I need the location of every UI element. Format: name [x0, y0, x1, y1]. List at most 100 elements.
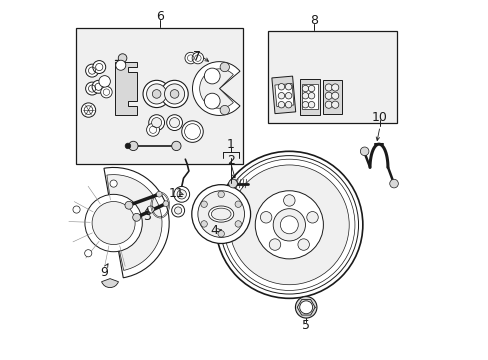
Text: 4: 4: [210, 224, 218, 238]
Text: 9: 9: [101, 266, 108, 279]
Circle shape: [161, 80, 188, 108]
Circle shape: [235, 221, 241, 227]
Circle shape: [128, 141, 138, 150]
Circle shape: [308, 93, 314, 99]
Circle shape: [260, 212, 271, 223]
Circle shape: [174, 207, 182, 214]
Circle shape: [278, 84, 284, 90]
Circle shape: [93, 60, 105, 73]
Circle shape: [215, 151, 362, 298]
Circle shape: [81, 103, 96, 117]
Bar: [76, 28, 242, 164]
Circle shape: [85, 82, 99, 95]
Circle shape: [132, 213, 140, 221]
Circle shape: [146, 123, 159, 136]
Text: 10: 10: [371, 111, 387, 124]
Bar: [323, 80, 341, 114]
Circle shape: [228, 179, 237, 188]
Circle shape: [325, 92, 332, 99]
Circle shape: [85, 194, 142, 252]
Circle shape: [110, 180, 117, 187]
Circle shape: [302, 102, 308, 108]
Circle shape: [325, 101, 332, 108]
Ellipse shape: [211, 208, 230, 220]
Text: 2: 2: [226, 154, 234, 167]
Circle shape: [306, 212, 318, 223]
Circle shape: [269, 239, 280, 250]
Ellipse shape: [208, 206, 233, 222]
Wedge shape: [192, 62, 240, 116]
Text: 8: 8: [310, 14, 318, 27]
Circle shape: [229, 165, 348, 285]
Bar: [271, 76, 295, 114]
Circle shape: [285, 102, 291, 108]
Circle shape: [116, 60, 125, 70]
Circle shape: [99, 76, 110, 87]
Circle shape: [299, 301, 312, 314]
Circle shape: [325, 84, 332, 91]
Circle shape: [331, 92, 338, 99]
Circle shape: [295, 297, 316, 318]
Circle shape: [85, 64, 99, 77]
Circle shape: [235, 201, 241, 207]
Circle shape: [92, 80, 105, 93]
Circle shape: [273, 209, 305, 241]
Circle shape: [146, 84, 166, 104]
Circle shape: [164, 84, 184, 104]
Bar: [300, 79, 319, 115]
Circle shape: [201, 221, 207, 227]
Circle shape: [73, 206, 80, 213]
Wedge shape: [104, 167, 169, 278]
Circle shape: [220, 105, 229, 115]
Circle shape: [169, 118, 179, 128]
Circle shape: [331, 101, 338, 108]
Wedge shape: [102, 279, 118, 288]
Circle shape: [220, 62, 229, 72]
Circle shape: [177, 190, 186, 199]
Circle shape: [142, 80, 170, 108]
Circle shape: [170, 90, 179, 98]
Circle shape: [285, 84, 291, 90]
Circle shape: [297, 239, 309, 250]
Text: 7: 7: [193, 50, 201, 63]
Wedge shape: [199, 69, 233, 108]
Text: 1: 1: [226, 138, 234, 150]
Circle shape: [152, 90, 161, 98]
Text: 3: 3: [142, 210, 151, 223]
Bar: [267, 31, 396, 123]
Circle shape: [278, 93, 284, 99]
Circle shape: [184, 52, 196, 64]
Circle shape: [84, 250, 92, 257]
Circle shape: [118, 54, 126, 62]
Circle shape: [92, 202, 135, 244]
Circle shape: [302, 85, 308, 92]
Circle shape: [285, 93, 291, 99]
Circle shape: [166, 115, 182, 131]
Circle shape: [204, 93, 220, 109]
Bar: [274, 84, 293, 107]
Circle shape: [148, 115, 164, 131]
Circle shape: [101, 86, 112, 98]
Circle shape: [156, 191, 162, 197]
Circle shape: [308, 85, 314, 92]
Circle shape: [192, 52, 203, 64]
Circle shape: [151, 118, 162, 128]
Circle shape: [125, 201, 133, 209]
Circle shape: [204, 68, 220, 84]
Circle shape: [278, 102, 284, 108]
Wedge shape: [107, 175, 162, 270]
Circle shape: [182, 121, 203, 142]
Circle shape: [389, 179, 398, 188]
Circle shape: [308, 102, 314, 108]
Circle shape: [280, 216, 298, 234]
Circle shape: [171, 204, 184, 217]
Bar: [301, 84, 317, 109]
Circle shape: [255, 191, 323, 259]
Text: 11: 11: [168, 187, 184, 200]
Circle shape: [191, 185, 250, 243]
Circle shape: [147, 206, 154, 213]
Polygon shape: [115, 62, 137, 116]
Circle shape: [198, 191, 244, 237]
Circle shape: [125, 143, 131, 149]
Text: 5: 5: [302, 319, 309, 332]
